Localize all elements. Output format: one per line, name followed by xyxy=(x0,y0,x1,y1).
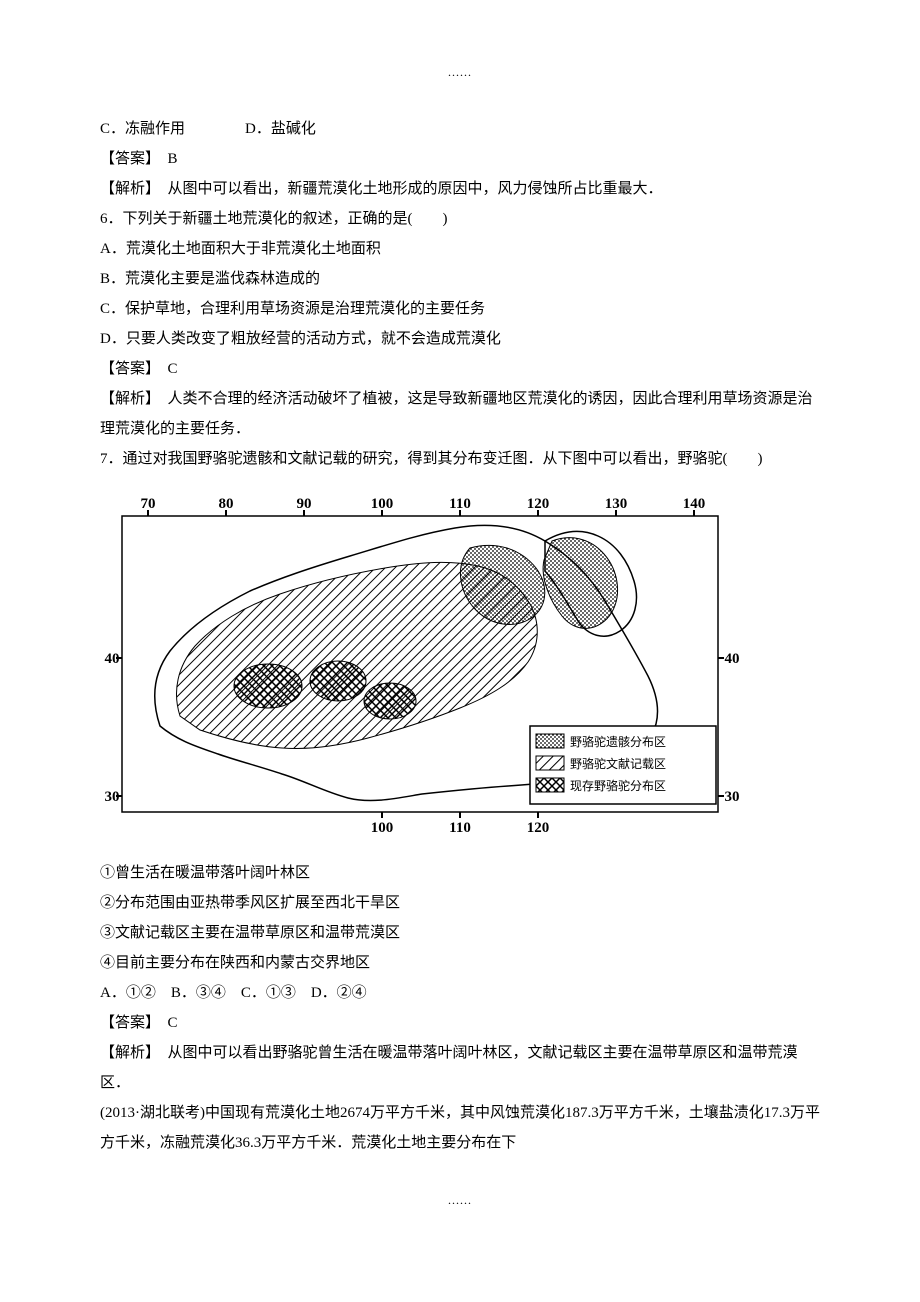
q7-answer: 【答案】 C xyxy=(100,1008,820,1038)
lon-ticks-top: 70 80 90 100 110 120 130 140 xyxy=(141,496,706,516)
extant-area-2 xyxy=(310,661,366,701)
svg-text:70: 70 xyxy=(141,496,156,512)
q7-s2: ②分布范围由亚热带季风区扩展至西北干旱区 xyxy=(100,888,820,918)
legend-text-2: 野骆驼文献记载区 xyxy=(570,756,666,771)
q7-stem: 7．通过对我国野骆驼遗骸和文献记载的研究，得到其分布变迁图．从下图中可以看出，野… xyxy=(100,444,820,474)
q5-answer-value: B xyxy=(168,151,178,167)
q6-stem: 6．下列关于新疆土地荒漠化的叙述，正确的是( ) xyxy=(100,204,820,234)
extant-area-3 xyxy=(364,683,416,719)
lat-ticks-right: 40 30 xyxy=(718,651,740,805)
q6-opt-d: D．只要人类改变了粗放经营的活动方式，就不会造成荒漠化 xyxy=(100,324,820,354)
legend-text-1: 野骆驼遗骸分布区 xyxy=(570,734,666,749)
svg-text:120: 120 xyxy=(527,820,550,836)
map-svg: 野骆驼遗骸分布区 野骆驼文献记载区 现存野骆驼分布区 7080901001101… xyxy=(100,486,740,846)
q5-expl: 【解析】 从图中可以看出，新疆荒漠化土地形成的原因中，风力侵蚀所占比重最大． xyxy=(100,174,820,204)
svg-text:100: 100 xyxy=(371,496,394,512)
svg-text:120: 120 xyxy=(527,496,550,512)
legend-swatch-2 xyxy=(536,756,564,770)
q5-expl-text: 从图中可以看出，新疆荒漠化土地形成的原因中，风力侵蚀所占比重最大． xyxy=(168,181,663,197)
q5-opt-cd: C．冻融作用 D．盐碱化 xyxy=(100,114,820,144)
extant-area-1 xyxy=(234,664,302,708)
svg-text:110: 110 xyxy=(449,820,471,836)
page-content: C．冻融作用 D．盐碱化 【答案】 B 【解析】 从图中可以看出，新疆荒漠化土地形… xyxy=(100,114,820,1158)
q6-expl: 【解析】 人类不合理的经济活动破坏了植被，这是导致新疆地区荒漠化的诱因，因此合理… xyxy=(100,384,820,444)
expl-label: 【解析】 xyxy=(100,181,153,197)
expl-label: 【解析】 xyxy=(100,391,153,407)
q5-answer: 【答案】 B xyxy=(100,144,820,174)
answer-label: 【答案】 xyxy=(100,1015,153,1031)
remains-area-1 xyxy=(543,538,617,629)
legend-text-3: 现存野骆驼分布区 xyxy=(570,778,666,793)
q6-opt-a: A．荒漠化土地面积大于非荒漠化土地面积 xyxy=(100,234,820,264)
q7-figure: 野骆驼遗骸分布区 野骆驼文献记载区 现存野骆驼分布区 7080901001101… xyxy=(100,486,740,846)
header-dots: ...... xyxy=(100,60,820,84)
literature-area xyxy=(176,562,537,748)
q7-s4: ④目前主要分布在陕西和内蒙古交界地区 xyxy=(100,948,820,978)
svg-text:90: 90 xyxy=(297,496,312,512)
q8-intro: (2013·湖北联考)中国现有荒漠化土地2674万平方千米，其中风蚀荒漠化187… xyxy=(100,1098,820,1158)
q5-opt-c: C．冻融作用 xyxy=(100,121,185,137)
svg-text:110: 110 xyxy=(449,496,471,512)
q7-s1: ①曾生活在暖温带落叶阔叶林区 xyxy=(100,858,820,888)
answer-label: 【答案】 xyxy=(100,361,153,377)
answer-label: 【答案】 xyxy=(100,151,153,167)
q6-expl-text: 人类不合理的经济活动破坏了植被，这是导致新疆地区荒漠化的诱因，因此合理利用草场资… xyxy=(100,391,813,437)
q6-answer-value: C xyxy=(168,361,178,377)
svg-text:80: 80 xyxy=(219,496,234,512)
footer-dots: ...... xyxy=(100,1188,820,1212)
q5-opt-d: D．盐碱化 xyxy=(245,121,316,137)
q7-expl-text: 从图中可以看出野骆驼曾生活在暖温带落叶阔叶林区，文献记载区主要在温带草原区和温带… xyxy=(100,1045,798,1091)
q6-opt-c: C．保护草地，合理利用草场资源是治理荒漠化的主要任务 xyxy=(100,294,820,324)
q6-answer: 【答案】 C xyxy=(100,354,820,384)
svg-text:130: 130 xyxy=(605,496,628,512)
lat-ticks-left: 4030 xyxy=(105,651,123,805)
lon-ticks-bottom: 100 110 120 xyxy=(371,812,550,836)
q6-opt-b: B．荒漠化主要是滥伐森林造成的 xyxy=(100,264,820,294)
svg-text:40: 40 xyxy=(725,651,740,667)
q7-expl: 【解析】 从图中可以看出野骆驼曾生活在暖温带落叶阔叶林区，文献记载区主要在温带草… xyxy=(100,1038,820,1098)
svg-text:140: 140 xyxy=(683,496,706,512)
svg-text:30: 30 xyxy=(725,789,740,805)
legend-swatch-1 xyxy=(536,734,564,748)
q7-s3: ③文献记载区主要在温带草原区和温带荒漠区 xyxy=(100,918,820,948)
q7-options: A．①② B．③④ C．①③ D．②④ xyxy=(100,978,820,1008)
svg-text:100: 100 xyxy=(371,820,394,836)
legend-swatch-3 xyxy=(536,778,564,792)
expl-label: 【解析】 xyxy=(100,1045,153,1061)
q7-answer-value: C xyxy=(168,1015,178,1031)
